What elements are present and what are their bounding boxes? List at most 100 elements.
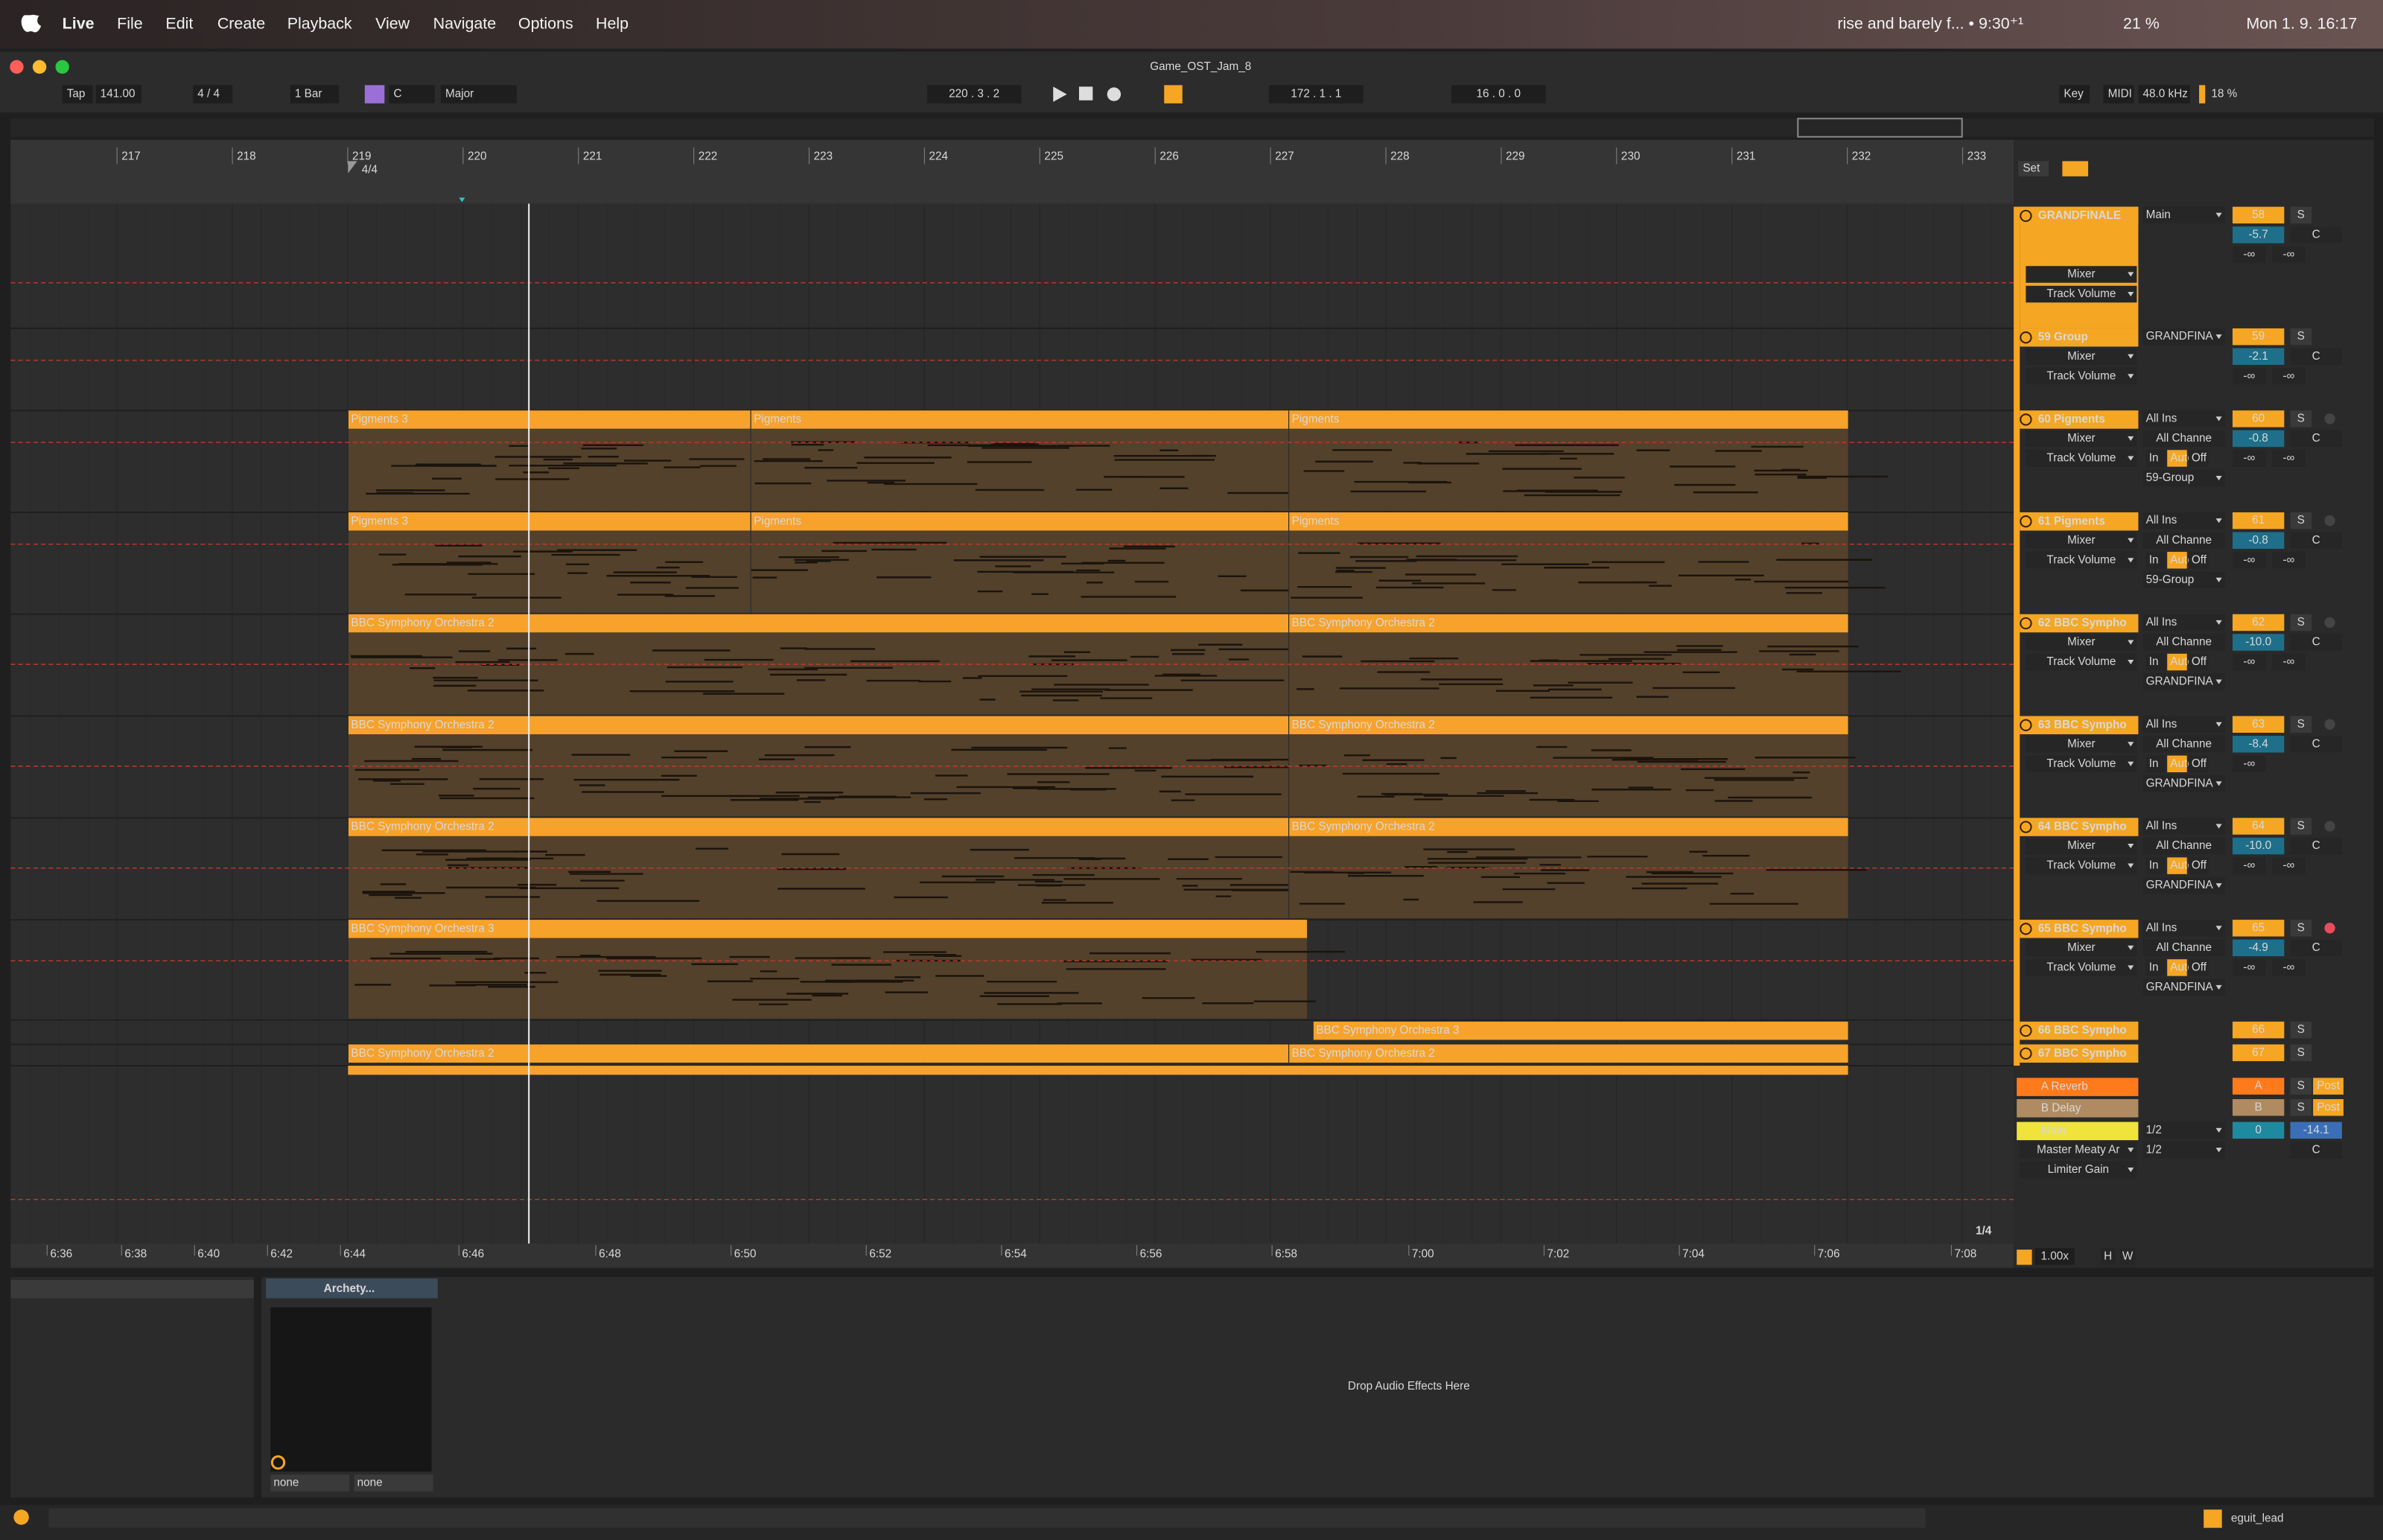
- track-name[interactable]: 63 BBC Sympho: [2038, 719, 2127, 731]
- output-routing[interactable]: GRANDFINA: [2146, 675, 2214, 688]
- automation-chooser[interactable]: Mixer: [2067, 268, 2095, 281]
- clip-body[interactable]: [1288, 734, 1848, 817]
- arrangement-position[interactable]: 220 . 3 . 2: [949, 88, 999, 101]
- input-channel[interactable]: All Channe: [2156, 941, 2212, 954]
- solo-button-box[interactable]: [2290, 1098, 2312, 1116]
- monitor-in-box[interactable]: [2145, 857, 2166, 874]
- clip-header[interactable]: [348, 614, 1289, 633]
- pan[interactable]: C: [2312, 432, 2320, 445]
- track-activator-box[interactable]: [2232, 920, 2285, 937]
- output-routing-box[interactable]: [2142, 876, 2225, 894]
- clip-body[interactable]: [348, 938, 1308, 1019]
- monitor-off-box[interactable]: [2188, 857, 2209, 874]
- send-level[interactable]: -∞: [2282, 369, 2294, 382]
- track-volume[interactable]: -5.7: [2248, 228, 2268, 241]
- output-routing[interactable]: GRANDFINA: [2146, 879, 2214, 891]
- automation-chooser-box[interactable]: [2026, 755, 2137, 773]
- track-volume-box[interactable]: [2232, 736, 2285, 753]
- solo-button-box[interactable]: [2290, 1078, 2312, 1095]
- monitor-off-box[interactable]: [2188, 653, 2209, 671]
- send-level-box[interactable]: [2272, 653, 2306, 671]
- send-level[interactable]: -∞: [2282, 248, 2294, 261]
- pan-box[interactable]: [2290, 532, 2342, 549]
- send-mode[interactable]: Post: [2317, 1101, 2340, 1113]
- fold-button[interactable]: [2020, 1047, 2032, 1060]
- input-channel-box[interactable]: [2142, 837, 2225, 855]
- h-button[interactable]: H: [2104, 1250, 2112, 1262]
- input-channel-box[interactable]: [2142, 430, 2225, 448]
- device-name[interactable]: Archety...: [324, 1282, 375, 1295]
- clip-header[interactable]: [348, 716, 1289, 735]
- fold-button[interactable]: [2020, 719, 2032, 731]
- track-activator-box[interactable]: [2232, 818, 2285, 835]
- track-name-bar[interactable]: [2020, 206, 2139, 226]
- main-routing-box[interactable]: [2142, 1121, 2225, 1139]
- macro-mapping-box[interactable]: [270, 1474, 350, 1492]
- monitor-in-box[interactable]: [2145, 755, 2166, 773]
- input-channel[interactable]: All Channe: [2156, 636, 2212, 649]
- automation-chooser-box[interactable]: [2026, 959, 2137, 976]
- monitor-auto[interactable]: Auto: [2170, 452, 2193, 465]
- automation-chooser[interactable]: Track Volume: [2046, 287, 2116, 300]
- send-level[interactable]: -∞: [2282, 553, 2294, 566]
- automation-chooser-box[interactable]: [2026, 348, 2137, 365]
- track-volume-box[interactable]: [2232, 226, 2285, 244]
- track-activator-box[interactable]: [2232, 1044, 2285, 1061]
- send-level-box[interactable]: [2272, 246, 2306, 264]
- menu-item[interactable]: Create: [217, 14, 265, 32]
- return-activator-box[interactable]: [2232, 1078, 2285, 1095]
- track-volume[interactable]: -2.1: [2248, 350, 2268, 363]
- main-volume[interactable]: -14.1: [2303, 1124, 2329, 1136]
- automation-chooser[interactable]: Mixer: [2067, 350, 2095, 363]
- menu-item[interactable]: File: [117, 14, 143, 32]
- main-pan-box[interactable]: [2290, 1142, 2342, 1159]
- clip-header[interactable]: [348, 818, 1289, 836]
- input-type-box[interactable]: [2142, 614, 2225, 631]
- track-activator-box[interactable]: [2232, 1021, 2285, 1039]
- monitor-auto[interactable]: Auto: [2170, 553, 2193, 566]
- monitor-in[interactable]: In: [2149, 757, 2159, 770]
- clip-header[interactable]: [1288, 1044, 1848, 1063]
- monitor-off[interactable]: Off: [2192, 452, 2207, 465]
- apple-logo[interactable]: [21, 14, 42, 33]
- menu-item[interactable]: Help: [596, 14, 629, 32]
- track-activator[interactable]: 60: [2252, 412, 2265, 424]
- input-type[interactable]: All Ins: [2146, 820, 2177, 833]
- clip-body[interactable]: [348, 632, 1289, 715]
- track-volume-box[interactable]: [2232, 939, 2285, 957]
- solo-button-box[interactable]: [2290, 206, 2312, 224]
- solo-button[interactable]: S: [2297, 1023, 2305, 1036]
- set-button-label[interactable]: Set: [2023, 162, 2040, 175]
- now-playing[interactable]: rise and barely f... • 9:30⁺¹: [1837, 14, 2023, 32]
- main-name[interactable]: Main: [2041, 1124, 2066, 1137]
- pan-box[interactable]: [2290, 430, 2342, 448]
- scale[interactable]: Major: [445, 88, 474, 101]
- main-activator[interactable]: 0: [2255, 1124, 2262, 1136]
- input-type-box[interactable]: [2142, 818, 2225, 835]
- input-channel-box[interactable]: [2142, 532, 2225, 549]
- send-level[interactable]: -∞: [2243, 655, 2255, 668]
- input-type[interactable]: All Ins: [2146, 412, 2177, 424]
- key-map-button-field[interactable]: [2059, 85, 2090, 104]
- track-activator-box[interactable]: [2232, 328, 2285, 346]
- input-channel-box[interactable]: [2142, 634, 2225, 651]
- automation-chooser-box[interactable]: [2026, 285, 2137, 303]
- send-level[interactable]: -∞: [2243, 452, 2255, 465]
- track-name[interactable]: 65 BBC Sympho: [2038, 922, 2127, 935]
- input-type[interactable]: All Ins: [2146, 514, 2177, 526]
- automation-chooser-box[interactable]: [2026, 450, 2137, 467]
- return-name-bar[interactable]: [2017, 1098, 2139, 1118]
- pan[interactable]: C: [2312, 839, 2320, 852]
- clip-body[interactable]: [751, 428, 1289, 511]
- output-routing[interactable]: Main: [2146, 209, 2171, 221]
- track-volume[interactable]: -10.0: [2245, 839, 2271, 852]
- monitor-in-box[interactable]: [2145, 959, 2166, 976]
- track-name-bar[interactable]: [2020, 818, 2139, 836]
- send-level-box[interactable]: [2272, 552, 2306, 569]
- send-level-box[interactable]: [2232, 653, 2266, 671]
- monitor-in[interactable]: In: [2149, 859, 2159, 872]
- track-name-bar[interactable]: [2020, 1021, 2139, 1040]
- clip-body[interactable]: [1288, 632, 1848, 715]
- track-volume-box[interactable]: [2232, 348, 2285, 365]
- monitor-auto-box[interactable]: [2167, 450, 2187, 467]
